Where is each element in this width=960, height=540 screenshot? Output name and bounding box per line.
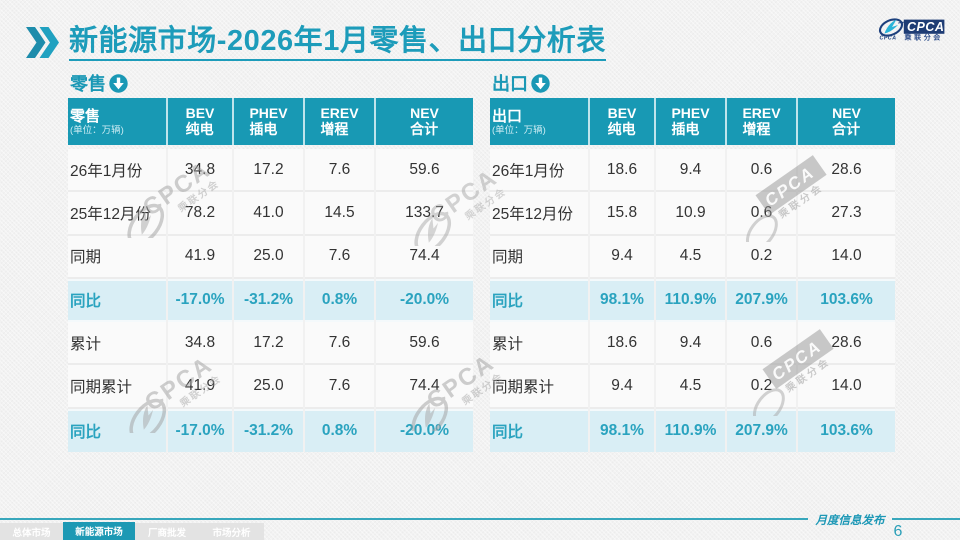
svg-text:CPCA: CPCA	[880, 36, 897, 42]
svg-text:CPCA: CPCA	[907, 20, 944, 34]
svg-text:乘联分会: 乘联分会	[904, 32, 943, 41]
